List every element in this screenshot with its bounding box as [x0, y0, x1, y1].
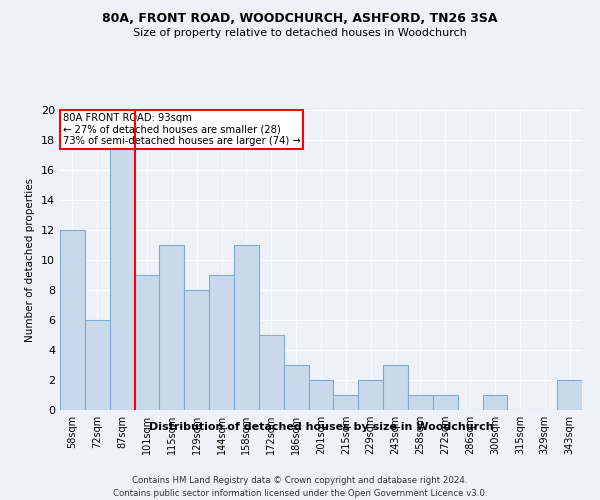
- Bar: [160, 245, 184, 410]
- Text: 80A FRONT ROAD: 93sqm
← 27% of detached houses are smaller (28)
73% of semi-deta: 80A FRONT ROAD: 93sqm ← 27% of detached …: [62, 113, 301, 146]
- Text: Distribution of detached houses by size in Woodchurch: Distribution of detached houses by size …: [149, 422, 493, 432]
- Bar: [358, 380, 383, 410]
- Y-axis label: Number of detached properties: Number of detached properties: [25, 178, 35, 342]
- Text: Size of property relative to detached houses in Woodchurch: Size of property relative to detached ho…: [133, 28, 467, 38]
- Bar: [85, 320, 110, 410]
- Bar: [234, 245, 259, 410]
- Text: Contains public sector information licensed under the Open Government Licence v3: Contains public sector information licen…: [113, 489, 487, 498]
- Bar: [308, 380, 334, 410]
- Bar: [557, 380, 582, 410]
- Bar: [334, 395, 358, 410]
- Bar: [383, 365, 408, 410]
- Bar: [60, 230, 85, 410]
- Bar: [110, 140, 134, 410]
- Bar: [209, 275, 234, 410]
- Bar: [433, 395, 458, 410]
- Bar: [259, 335, 284, 410]
- Text: Contains HM Land Registry data © Crown copyright and database right 2024.: Contains HM Land Registry data © Crown c…: [132, 476, 468, 485]
- Bar: [482, 395, 508, 410]
- Bar: [284, 365, 308, 410]
- Text: 80A, FRONT ROAD, WOODCHURCH, ASHFORD, TN26 3SA: 80A, FRONT ROAD, WOODCHURCH, ASHFORD, TN…: [102, 12, 498, 26]
- Bar: [184, 290, 209, 410]
- Bar: [134, 275, 160, 410]
- Bar: [408, 395, 433, 410]
